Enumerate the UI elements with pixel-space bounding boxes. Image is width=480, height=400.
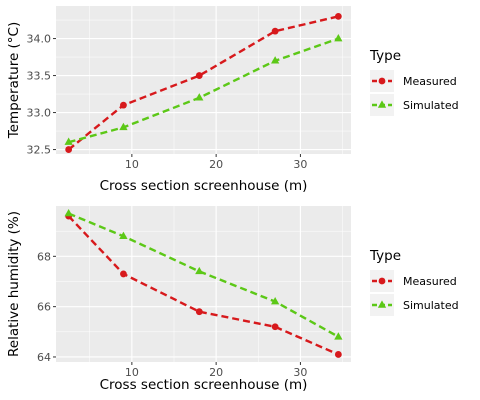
data-point <box>65 146 73 153</box>
data-point <box>334 33 343 42</box>
data-point <box>271 323 279 331</box>
y-tick-label: 33.0 <box>27 107 52 120</box>
data-point <box>334 332 343 340</box>
data-point <box>195 308 203 316</box>
data-point <box>271 56 280 64</box>
y-axis-title: Relative humidity (%) <box>6 211 22 357</box>
y-tick-label: 64 <box>37 351 51 364</box>
series-simulated <box>64 208 343 340</box>
y-tick-label: 34.0 <box>27 33 52 46</box>
data-point <box>64 137 73 145</box>
legend-key-marker <box>378 77 386 85</box>
data-point <box>195 93 204 101</box>
y-tick-label: 33.5 <box>27 70 52 83</box>
legend-key-marker <box>377 300 387 308</box>
chart-2: 10 20 30 64 66 68 Cross section screenhouse (m… <box>6 206 459 393</box>
data-point <box>271 27 279 35</box>
chart-1: 10 20 30 32.5 33.0 33.5 34.0 Cross section scre… <box>6 6 459 194</box>
y-tick-label: 66 <box>37 301 51 314</box>
data-point <box>120 101 127 109</box>
x-axis-title: Cross section screenhouse (m) <box>100 377 308 393</box>
x-axis-title: Cross section screenhouse (m) <box>100 178 308 194</box>
data-point <box>195 266 204 275</box>
data-point <box>120 270 127 278</box>
series-line <box>67 215 339 356</box>
panel-background <box>56 206 351 362</box>
legend-title: Type <box>369 48 401 64</box>
data-point <box>271 297 280 305</box>
x-tick-label: 20 <box>209 366 223 379</box>
data-point <box>334 351 342 358</box>
legend-key-marker <box>378 277 386 285</box>
data-point <box>119 231 128 239</box>
y-tick-label: 68 <box>37 250 51 263</box>
data-point <box>64 208 73 217</box>
y-axis-title: Temperature (°C) <box>6 22 22 140</box>
x-tick-label: 30 <box>293 158 307 171</box>
legend-key-marker <box>377 100 387 108</box>
series-line <box>67 15 339 151</box>
legend-label: Simulated <box>403 299 459 312</box>
x-tick-label: 10 <box>125 158 139 171</box>
x-tick-label: 30 <box>293 366 307 379</box>
legend-label: Simulated <box>403 99 459 112</box>
legend-title: Type <box>369 248 401 264</box>
data-point <box>119 122 128 131</box>
x-tick-label: 20 <box>209 158 223 171</box>
series-measured <box>65 12 342 153</box>
legend-label: Measured <box>403 75 457 88</box>
x-tick-label: 10 <box>125 366 139 379</box>
data-point <box>195 72 203 79</box>
legend-label: Measured <box>403 275 457 288</box>
y-tick-label: 32.5 <box>27 144 52 157</box>
panel-background <box>56 6 351 154</box>
data-point <box>334 12 342 20</box>
series-simulated <box>64 33 343 145</box>
series-line <box>68 212 339 338</box>
